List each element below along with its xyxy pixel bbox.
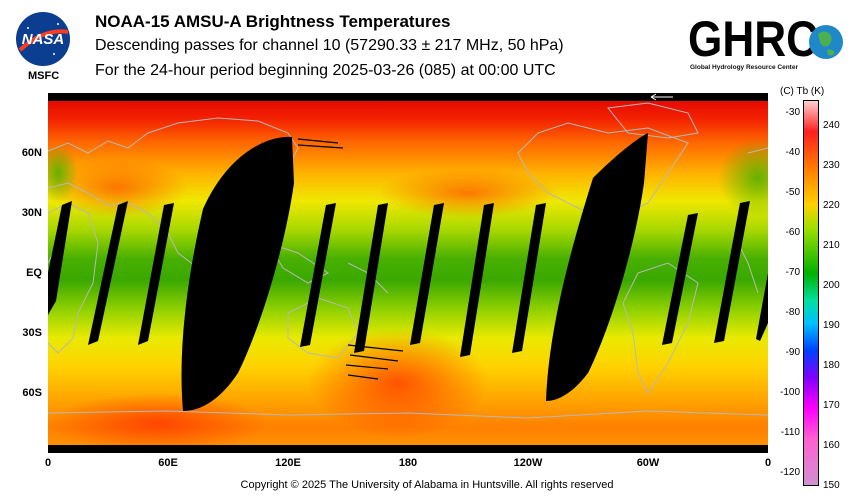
brightness-temperature-map — [38, 93, 798, 453]
colorbar-celsius-tick: -50 — [785, 187, 800, 198]
lon-label-180: 180 — [398, 457, 418, 469]
lat-label-30n: 30N — [21, 207, 42, 219]
lon-label-120w: 120W — [513, 457, 543, 469]
streak-marks — [297, 138, 404, 380]
lat-label-30s: 30S — [22, 327, 42, 339]
arrow-marker — [650, 93, 673, 101]
colorbar-celsius-tick: -100 — [779, 387, 800, 398]
ghrc-logo: GHRC — [686, 8, 850, 68]
lon-label-60w: 60W — [636, 457, 660, 469]
south-nodata-band — [48, 445, 768, 453]
lat-label-60s: 60S — [22, 387, 42, 399]
colorbar-kelvin-tick: 230 — [823, 160, 840, 171]
colorbar-kelvin-tick: 190 — [823, 320, 840, 331]
copyright-notice: Copyright © 2025 The University of Alaba… — [240, 479, 614, 491]
colorbar-kelvin-tick: 150 — [823, 480, 840, 491]
north-nodata-band — [48, 93, 768, 101]
lon-label-120e: 120E — [275, 457, 301, 469]
colorbar-celsius-tick: -90 — [785, 347, 800, 358]
colorbar-kelvin-tick: 170 — [823, 400, 840, 411]
chart-subtitle-channel: Descending passes for channel 10 (57290.… — [95, 37, 564, 54]
nasa-logo-text: NASA — [22, 31, 65, 48]
colorbar — [803, 100, 819, 486]
colorbar-celsius-tick: -70 — [785, 267, 800, 278]
lat-label-60n: 60N — [21, 147, 42, 159]
colorbar-celsius-tick: -40 — [785, 147, 800, 158]
colorbar-kelvin-tick: 220 — [823, 200, 840, 211]
lon-label-60e: 60E — [158, 457, 178, 469]
lon-label-0: 0 — [44, 457, 52, 469]
lon-label-0-end: 0 — [764, 457, 772, 469]
swath-gaps — [48, 133, 768, 411]
colorbar-celsius-tick: -110 — [780, 427, 800, 438]
colorbar-kelvin-tick: 180 — [823, 360, 840, 371]
wide-gap-pacific — [546, 133, 648, 401]
colorbar-header: (C) Tb (K) — [780, 86, 825, 97]
colorbar-kelvin-tick: 160 — [823, 440, 840, 451]
ghrc-logo-text: GHRC — [688, 11, 818, 67]
chart-subtitle-period: For the 24-hour period beginning 2025-03… — [95, 62, 556, 79]
colorbar-kelvin-tick: 210 — [823, 240, 840, 251]
lat-label-eq: EQ — [26, 267, 42, 279]
chart-title: NOAA-15 AMSU-A Brightness Temperatures — [95, 12, 451, 31]
colorbar-kelvin-tick: 240 — [823, 120, 840, 131]
colorbar-celsius-tick: -120 — [779, 467, 800, 478]
ghrc-full-name: Global Hydrology Resource Center — [690, 64, 798, 71]
wide-gap-asia — [181, 136, 294, 411]
colorbar-celsius-tick: -60 — [785, 227, 800, 238]
msfc-label: MSFC — [28, 70, 60, 82]
colorbar-celsius-tick: -80 — [785, 307, 800, 318]
colorbar-celsius-tick: -30 — [785, 107, 800, 118]
nasa-logo: NASA — [14, 10, 72, 68]
colorbar-kelvin-tick: 200 — [823, 280, 840, 291]
